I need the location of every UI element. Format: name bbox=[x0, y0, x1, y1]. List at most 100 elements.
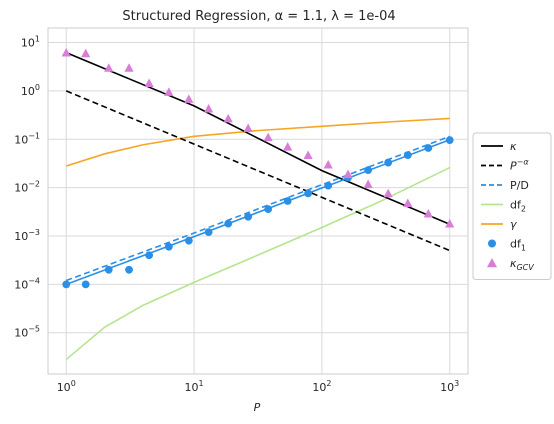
y-tick-label-exponent: −1 bbox=[28, 131, 40, 140]
data-point-df1 bbox=[364, 166, 373, 175]
data-point-kappa-gcv bbox=[323, 159, 333, 169]
legend-item-kappa: κ bbox=[481, 140, 517, 153]
data-point-kappa-gcv bbox=[81, 48, 91, 58]
data-point-kappa-gcv bbox=[343, 169, 353, 179]
y-tick-label: 10−1 bbox=[14, 131, 40, 146]
data-point-kappa-gcv bbox=[144, 78, 154, 88]
legend-label-kappa: κ bbox=[510, 140, 517, 153]
y-tick-label-base: 10 bbox=[14, 133, 28, 146]
legend-item-df1: df1 bbox=[488, 238, 526, 253]
series-line-gamma bbox=[65, 117, 450, 167]
legend-label-p_over_d: P/D bbox=[510, 179, 529, 192]
y-tick-label-exponent: 0 bbox=[35, 83, 40, 92]
legend-item-gamma: γ bbox=[481, 218, 517, 231]
data-point-kappa-gcv bbox=[223, 113, 233, 123]
series-kappa_gcv bbox=[61, 47, 455, 228]
data-point-df1 bbox=[184, 236, 193, 245]
x-tick-label-base: 10 bbox=[57, 381, 71, 394]
data-point-df1 bbox=[204, 228, 213, 237]
data-point-kappa-gcv bbox=[104, 63, 114, 72]
data-point-df1 bbox=[164, 242, 173, 251]
data-point-kappa-gcv bbox=[403, 198, 413, 207]
x-tick-label-base: 10 bbox=[440, 381, 454, 394]
series-layer bbox=[61, 47, 455, 361]
y-tick-label-exponent: −2 bbox=[28, 180, 40, 189]
data-point-kappa-gcv bbox=[423, 209, 433, 218]
x-tick-label-exponent: 2 bbox=[326, 379, 331, 388]
series-p_alpha bbox=[65, 90, 451, 252]
x-axis-label: P bbox=[254, 401, 261, 414]
data-point-df1 bbox=[445, 136, 454, 145]
data-point-kappa-gcv bbox=[263, 132, 273, 142]
grid bbox=[47, 27, 469, 375]
data-point-kappa-gcv bbox=[243, 123, 253, 133]
data-point-kappa-gcv bbox=[303, 150, 313, 160]
legend-label-kappa_gcv: κGCV bbox=[510, 257, 534, 272]
legend-label-gamma: γ bbox=[510, 218, 517, 231]
y-tick-label-exponent: 1 bbox=[35, 35, 40, 44]
x-tick-label-base: 10 bbox=[185, 381, 199, 394]
data-point-df1 bbox=[264, 205, 273, 213]
series-df1 bbox=[62, 136, 454, 289]
legend-swatch-df1 bbox=[488, 239, 496, 248]
y-tick-label: 10−3 bbox=[14, 228, 40, 243]
legend-item-p_alpha: P−α bbox=[481, 158, 529, 173]
y-tick-label: 101 bbox=[21, 35, 40, 50]
data-point-kappa-gcv bbox=[383, 188, 393, 198]
y-tick-label: 10−4 bbox=[14, 276, 40, 291]
legend-item-kappa_gcv: κGCV bbox=[487, 257, 534, 272]
data-point-df1 bbox=[304, 189, 312, 198]
x-tick-label-exponent: 0 bbox=[71, 379, 76, 388]
data-point-kappa-gcv bbox=[363, 179, 373, 189]
series-df2 bbox=[65, 166, 451, 361]
y-tick-label: 10−5 bbox=[14, 325, 40, 340]
y-tick-label-base: 10 bbox=[21, 37, 35, 50]
data-point-df1 bbox=[224, 219, 233, 228]
y-tick-label-exponent: −5 bbox=[28, 325, 40, 334]
legend-item-p_over_d: P/D bbox=[481, 179, 529, 192]
data-point-df1 bbox=[81, 280, 90, 289]
data-point-kappa-gcv bbox=[204, 104, 214, 113]
data-point-df1 bbox=[244, 212, 253, 221]
data-point-df1 bbox=[424, 144, 433, 152]
legend-label-df2: df2 bbox=[510, 199, 526, 214]
data-point-df1 bbox=[324, 181, 333, 190]
data-point-df1 bbox=[403, 151, 412, 160]
data-point-kappa-gcv bbox=[164, 87, 174, 96]
data-point-df1 bbox=[283, 197, 292, 205]
series-line-df2 bbox=[65, 166, 451, 361]
x-tick-label-exponent: 3 bbox=[454, 379, 459, 388]
x-tick-label: 102 bbox=[312, 379, 331, 394]
plot-frame bbox=[47, 27, 469, 375]
y-tick-label-base: 10 bbox=[14, 278, 28, 291]
y-tick-label-base: 10 bbox=[14, 230, 28, 243]
data-point-kappa-gcv bbox=[124, 63, 134, 72]
x-tick-label: 101 bbox=[185, 379, 204, 394]
data-point-df1 bbox=[145, 251, 154, 260]
series-gamma bbox=[65, 117, 450, 167]
x-tick-label: 103 bbox=[440, 379, 459, 394]
data-point-df1 bbox=[125, 265, 133, 274]
y-tick-label-base: 10 bbox=[21, 85, 35, 98]
series-kappa bbox=[65, 51, 451, 225]
y-tick-label: 10−2 bbox=[14, 180, 40, 195]
y-tick-label-exponent: −4 bbox=[28, 276, 40, 285]
data-point-df1 bbox=[62, 280, 71, 289]
y-tick-label-base: 10 bbox=[14, 182, 28, 195]
legend-swatch-kappa_gcv bbox=[487, 258, 497, 268]
data-point-kappa-gcv bbox=[184, 94, 194, 103]
y-tick-label: 100 bbox=[21, 83, 40, 98]
chart-title: Structured Regression, α = 1.1, λ = 1e-0… bbox=[122, 9, 395, 24]
y-tick-label-exponent: −3 bbox=[28, 228, 40, 237]
series-p_over_d bbox=[65, 135, 451, 282]
data-point-kappa-gcv bbox=[445, 219, 455, 228]
series-line-kappa bbox=[65, 51, 451, 225]
y-tick-label-base: 10 bbox=[14, 327, 28, 340]
data-point-kappa-gcv bbox=[61, 47, 71, 57]
legend-label-df1: df1 bbox=[510, 238, 526, 253]
legend-label-p_alpha: P−α bbox=[510, 158, 529, 173]
data-point-df1 bbox=[104, 265, 113, 274]
series-line-p_alpha bbox=[65, 90, 451, 252]
